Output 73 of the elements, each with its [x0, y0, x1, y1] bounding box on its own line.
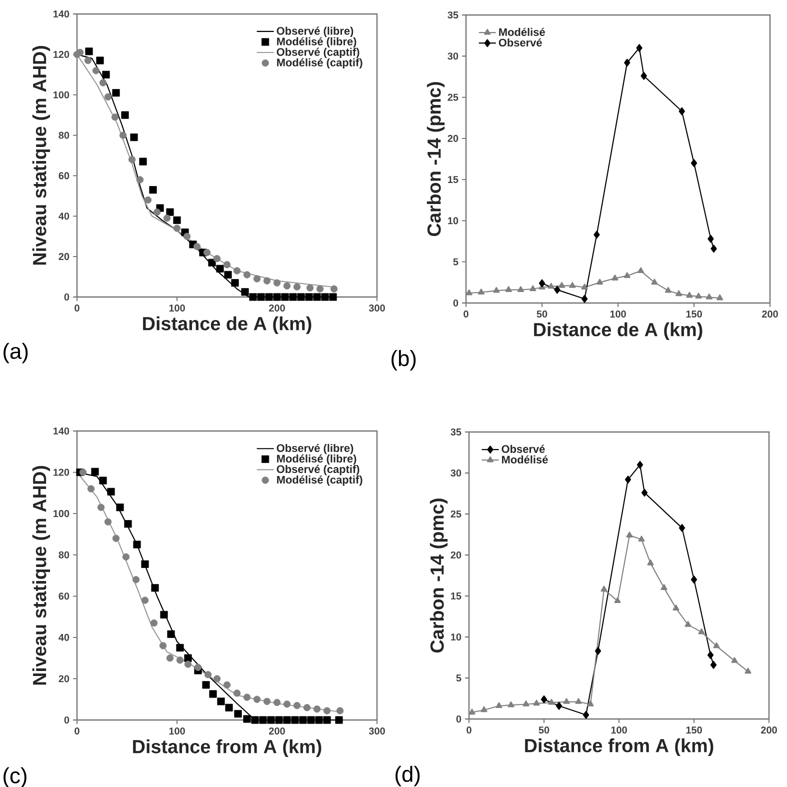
legend-label: Modélisé (libre) — [277, 454, 356, 465]
x-tick-label: 200 — [762, 310, 778, 318]
y-tick-label: 0 — [64, 293, 70, 301]
x-axis-title: Distance de A (km) — [143, 316, 312, 334]
y-tick-label: 30 — [450, 469, 462, 477]
y-tick-label: 0 — [453, 299, 458, 307]
x-tick-label: 150 — [686, 310, 702, 318]
y-tick-label: 15 — [448, 176, 458, 184]
y-tick-label: 20 — [448, 134, 458, 142]
text: (d) — [396, 766, 420, 786]
x-tick-label: 200 — [269, 304, 285, 312]
legend-label: Modélisé — [499, 28, 545, 36]
x-tick-label: 0 — [74, 304, 80, 312]
y-tick-label: 35 — [450, 428, 462, 436]
x-tick-label: 200 — [761, 726, 777, 734]
x-tick-label: 0 — [74, 728, 80, 735]
y-tick-label: 10 — [448, 217, 458, 224]
y-tick-label: 15 — [451, 592, 462, 600]
y-tick-label: 0 — [456, 715, 462, 723]
y-tick-label: 40 — [58, 212, 70, 220]
y-axis-title: Carbon -14 (pmc) — [426, 82, 445, 236]
y-tick-label: 35 — [448, 11, 458, 19]
y-tick-label: 100 — [53, 510, 70, 518]
x-axis-title: Distance from A (km) — [525, 738, 714, 756]
y-tick-label: 20 — [58, 675, 70, 682]
y-axis-title: Niveau statique (m AHD) — [32, 466, 50, 685]
x-tick-label: 100 — [169, 304, 185, 312]
y-tick-label: 80 — [58, 132, 70, 139]
y-tick-label: 10 — [451, 633, 462, 641]
legend-label: Observé — [502, 444, 545, 453]
y-tick-label: 120 — [53, 468, 70, 476]
x-tick-label: 300 — [368, 304, 385, 312]
y-axis-title: Carbon -14 (pmc) — [430, 498, 448, 653]
legend-label: Modélisé (captif) — [277, 58, 362, 69]
x-tick-label: 150 — [686, 726, 702, 734]
x-axis-title: Distance from A (km) — [133, 739, 322, 758]
y-tick-label: 40 — [58, 634, 70, 641]
x-tick-label: 50 — [538, 726, 550, 734]
y-tick-label: 25 — [448, 94, 458, 101]
y-tick-label: 5 — [456, 674, 462, 682]
y-tick-label: 25 — [450, 510, 462, 518]
y-tick-label: 0 — [64, 716, 70, 724]
x-tick-label: 0 — [464, 310, 468, 318]
legend-label: Modélisé (captif) — [277, 475, 362, 486]
y-tick-label: 30 — [448, 52, 458, 60]
legend-label: Modélisé — [502, 455, 548, 464]
x-tick-label: 100 — [610, 310, 626, 318]
x-tick-label: 50 — [536, 310, 548, 318]
y-axis-title: Niveau statique (m AHD) — [32, 46, 50, 265]
x-tick-label: 0 — [466, 726, 472, 734]
y-tick-label: 140 — [53, 10, 70, 18]
legend-label: Observé (libre) — [276, 444, 354, 454]
x-tick-label: 200 — [269, 728, 285, 735]
y-tick-label: 80 — [58, 551, 70, 558]
legend-label: Observé (libre) — [276, 26, 354, 37]
x-tick-label: 100 — [611, 726, 627, 734]
x-axis-title: Distance de A (km) — [534, 322, 702, 340]
y-tick-label: 100 — [53, 91, 70, 98]
y-tick-label: 60 — [58, 172, 70, 180]
legend-label: Modélisé (libre) — [277, 37, 356, 48]
y-tick-label: 140 — [53, 427, 70, 435]
x-tick-label: 300 — [368, 728, 385, 735]
text: (b) — [392, 350, 416, 370]
legend-label: Observé (captif) — [276, 464, 360, 476]
y-tick-label: 5 — [453, 258, 458, 266]
x-tick-label: 100 — [169, 728, 185, 735]
text: (a) — [4, 342, 28, 364]
legend-label: Observé — [498, 38, 542, 46]
y-tick-label: 20 — [450, 551, 462, 559]
legend-label: Observé (captif) — [276, 48, 360, 58]
y-tick-label: 120 — [53, 50, 70, 58]
y-tick-label: 60 — [58, 592, 70, 600]
y-tick-label: 20 — [58, 253, 70, 260]
